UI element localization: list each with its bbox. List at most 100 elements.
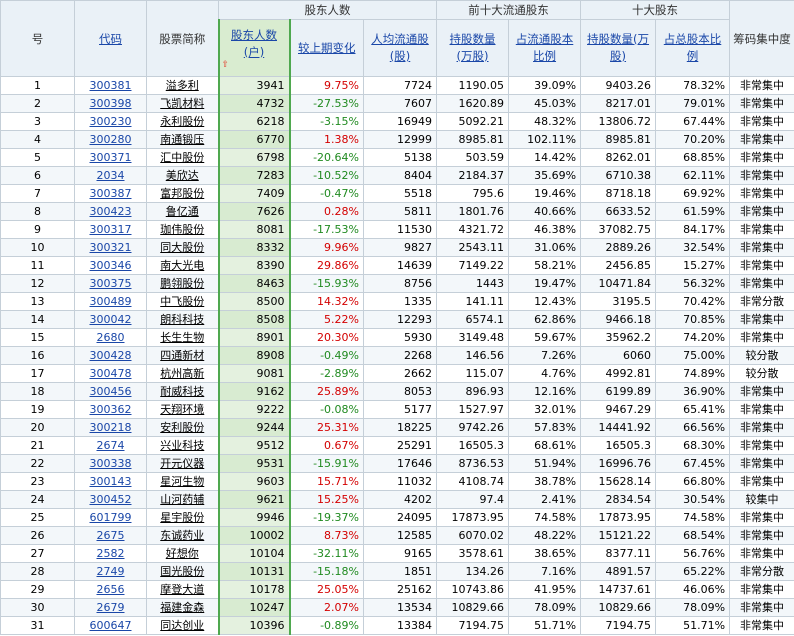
stock-code-link[interactable]: 300321 xyxy=(74,238,147,257)
per-capita-shares: 1335 xyxy=(362,292,438,311)
header-per-capita[interactable]: 人均流通股(股) xyxy=(362,19,438,77)
holder-change: 9.96% xyxy=(289,238,364,257)
stock-name-link[interactable]: 鲁亿通 xyxy=(146,202,219,221)
stock-code-link[interactable]: 2582 xyxy=(74,544,147,563)
stock-code-link[interactable]: 300338 xyxy=(74,454,147,473)
sort-arrow-icon[interactable]: ⇧ xyxy=(221,59,230,70)
stock-code-link[interactable]: 300478 xyxy=(74,364,147,383)
float-pct: 4.76% xyxy=(508,364,582,383)
stock-code-link[interactable]: 2749 xyxy=(74,562,147,581)
header-change[interactable]: 较上期变化 xyxy=(289,19,364,77)
stock-name-link[interactable]: 摩登大道 xyxy=(146,580,219,599)
row-index: 6 xyxy=(0,166,75,185)
stock-name-link[interactable]: 长生生物 xyxy=(146,328,219,347)
stock-code-link[interactable]: 300423 xyxy=(74,202,147,221)
concentration: 非常集中 xyxy=(729,544,794,563)
stock-name-link[interactable]: 富邦股份 xyxy=(146,184,219,203)
float-pct: 51.71% xyxy=(508,616,582,635)
stock-code-link[interactable]: 300317 xyxy=(74,220,147,239)
holder-change: 15.25% xyxy=(289,490,364,509)
stock-code-link[interactable]: 300143 xyxy=(74,472,147,491)
stock-name-link[interactable]: 朗科科技 xyxy=(146,310,219,329)
float-pct: 102.11% xyxy=(508,130,582,149)
stock-name-link[interactable]: 福建金森 xyxy=(146,598,219,617)
stock-code-link[interactable]: 300346 xyxy=(74,256,147,275)
stock-code-link[interactable]: 601799 xyxy=(74,508,147,527)
stock-name-link[interactable]: 鹏翎股份 xyxy=(146,274,219,293)
stock-code-link[interactable]: 300280 xyxy=(74,130,147,149)
stock-code-link[interactable]: 300230 xyxy=(74,112,147,131)
float-holdings: 3149.48 xyxy=(436,328,510,347)
stock-code-link[interactable]: 2656 xyxy=(74,580,147,599)
stock-code-link[interactable]: 300375 xyxy=(74,274,147,293)
float-pct: 48.32% xyxy=(508,112,582,131)
row-index: 18 xyxy=(0,382,75,401)
concentration: 非常集中 xyxy=(729,526,794,545)
stock-code-link[interactable]: 300362 xyxy=(74,400,147,419)
stock-code-link[interactable]: 2675 xyxy=(74,526,147,545)
stock-name-link[interactable]: 好想你 xyxy=(146,544,219,563)
stock-name-link[interactable]: 东诚药业 xyxy=(146,526,219,545)
stock-name-link[interactable]: 安利股份 xyxy=(146,418,219,437)
stock-name-link[interactable]: 飞凯材料 xyxy=(146,94,219,113)
stock-name-link[interactable]: 杭州高新 xyxy=(146,364,219,383)
stock-code-link[interactable]: 2034 xyxy=(74,166,147,185)
top-holdings: 15121.22 xyxy=(580,526,657,545)
stock-name-link[interactable]: 同达创业 xyxy=(146,616,219,635)
stock-code-link[interactable]: 300456 xyxy=(74,382,147,401)
stock-code-link[interactable]: 2679 xyxy=(74,598,147,617)
header-top-pct[interactable]: 占总股本比例 xyxy=(655,19,731,77)
header-holders[interactable]: 股东人数(户) ⇧ xyxy=(217,19,291,77)
top-holdings: 2456.85 xyxy=(580,256,657,275)
top-holdings: 6633.52 xyxy=(580,202,657,221)
table-row: 3 300230 永利股份 6218 -3.15% 16949 5092.21 48.32% 1… xyxy=(0,112,794,131)
stock-code-link[interactable]: 300371 xyxy=(74,148,147,167)
stock-name-link[interactable]: 开元仪器 xyxy=(146,454,219,473)
stock-name-link[interactable]: 兴业科技 xyxy=(146,436,219,455)
stock-code-link[interactable]: 600647 xyxy=(74,616,147,635)
top-pct: 78.09% xyxy=(655,598,731,617)
stock-code-link[interactable]: 300452 xyxy=(74,490,147,509)
stock-name-link[interactable]: 山河药辅 xyxy=(146,490,219,509)
holder-change: -0.08% xyxy=(289,400,364,419)
stock-code-link[interactable]: 300489 xyxy=(74,292,147,311)
stock-name-link[interactable]: 天翔环境 xyxy=(146,400,219,419)
stock-name-link[interactable]: 南大光电 xyxy=(146,256,219,275)
stock-name-link[interactable]: 四通新材 xyxy=(146,346,219,365)
header-float-pct[interactable]: 占流通股本比例 xyxy=(508,19,582,77)
stock-name-link[interactable]: 星宇股份 xyxy=(146,508,219,527)
holder-change: -15.18% xyxy=(289,562,364,581)
stock-name-link[interactable]: 耐威科技 xyxy=(146,382,219,401)
stock-name-link[interactable]: 南通锻压 xyxy=(146,130,219,149)
stock-code-link[interactable]: 300398 xyxy=(74,94,147,113)
row-index: 2 xyxy=(0,94,75,113)
header-top-holdings[interactable]: 持股数量(万股) xyxy=(580,19,657,77)
top-holdings: 8217.01 xyxy=(580,94,657,113)
float-holdings: 17873.95 xyxy=(436,508,510,527)
stock-name-link[interactable]: 同大股份 xyxy=(146,238,219,257)
stock-code-link[interactable]: 2680 xyxy=(74,328,147,347)
float-holdings: 6574.1 xyxy=(436,310,510,329)
header-float-holdings[interactable]: 持股数量(万股) xyxy=(436,19,510,77)
stock-name-link[interactable]: 珈伟股份 xyxy=(146,220,219,239)
stock-name-link[interactable]: 汇中股份 xyxy=(146,148,219,167)
stock-name-link[interactable]: 永利股份 xyxy=(146,112,219,131)
holder-count: 9222 xyxy=(217,400,291,419)
stock-code-link[interactable]: 300218 xyxy=(74,418,147,437)
stock-name-link[interactable]: 国光股份 xyxy=(146,562,219,581)
stock-code-link[interactable]: 300381 xyxy=(74,76,147,95)
top-pct: 74.58% xyxy=(655,508,731,527)
stock-name-link[interactable]: 星河生物 xyxy=(146,472,219,491)
stock-name-link[interactable]: 溢多利 xyxy=(146,76,219,95)
stock-name-link[interactable]: 美欣达 xyxy=(146,166,219,185)
float-holdings: 7194.75 xyxy=(436,616,510,635)
stock-code-link[interactable]: 2674 xyxy=(74,436,147,455)
header-code[interactable]: 代码 xyxy=(74,0,147,77)
stock-code-link[interactable]: 300387 xyxy=(74,184,147,203)
float-holdings: 1190.05 xyxy=(436,76,510,95)
float-pct: 68.61% xyxy=(508,436,582,455)
stock-code-link[interactable]: 300042 xyxy=(74,310,147,329)
table-row: 2 300398 飞凯材料 4732 -27.53% 7607 1620.89 45.03% 8… xyxy=(0,94,794,113)
stock-code-link[interactable]: 300428 xyxy=(74,346,147,365)
stock-name-link[interactable]: 中飞股份 xyxy=(146,292,219,311)
